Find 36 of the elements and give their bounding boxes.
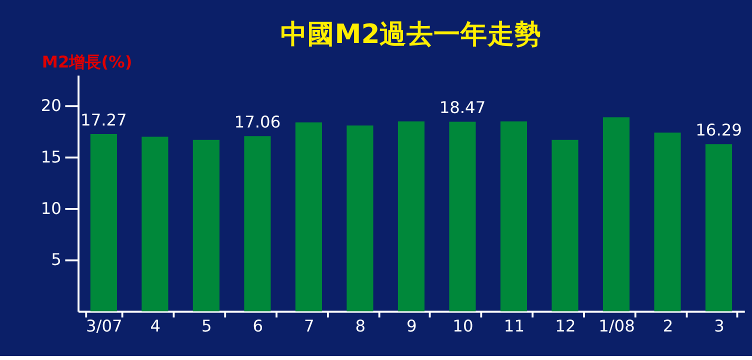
bar [500,121,528,312]
data-label: 17.27 [80,110,127,130]
data-label: 16.29 [696,120,742,140]
bar [295,122,322,312]
bar [398,121,425,312]
x-tick-label: 9 [406,316,417,336]
y-tick-label: 10 [40,198,62,218]
x-tick-label: 5 [202,316,212,336]
x-tick-label: 10 [452,316,474,336]
x-tick-label: 1/08 [598,316,635,336]
x-tick-label: 12 [555,316,576,336]
x-tick-label: 2 [662,316,674,336]
y-tick-label: 5 [51,250,62,270]
bar [449,122,476,312]
bar [90,134,117,312]
bar [142,136,168,312]
x-tick-label: 6 [252,316,264,336]
data-label: 17.06 [234,112,281,132]
bar [192,140,220,312]
y-axis-title: M2增長(%) [42,52,132,72]
bar [705,144,732,312]
y-tick-label: 20 [40,96,62,116]
x-tick-label: 3 [714,316,724,336]
x-tick-label: 4 [150,316,161,336]
bar [346,125,374,312]
bar [244,136,271,312]
bar [602,117,630,312]
x-tick-label: 8 [355,316,366,336]
bar [654,132,681,312]
y-tick-label: 15 [40,148,62,167]
chart-title: 中國M2過去一年走勢 [280,18,542,50]
x-tick-label: 11 [504,316,524,336]
bar [552,140,578,312]
x-tick-label: 7 [304,316,314,336]
x-tick-label: 3/07 [86,316,122,336]
data-label: 18.47 [439,98,486,118]
